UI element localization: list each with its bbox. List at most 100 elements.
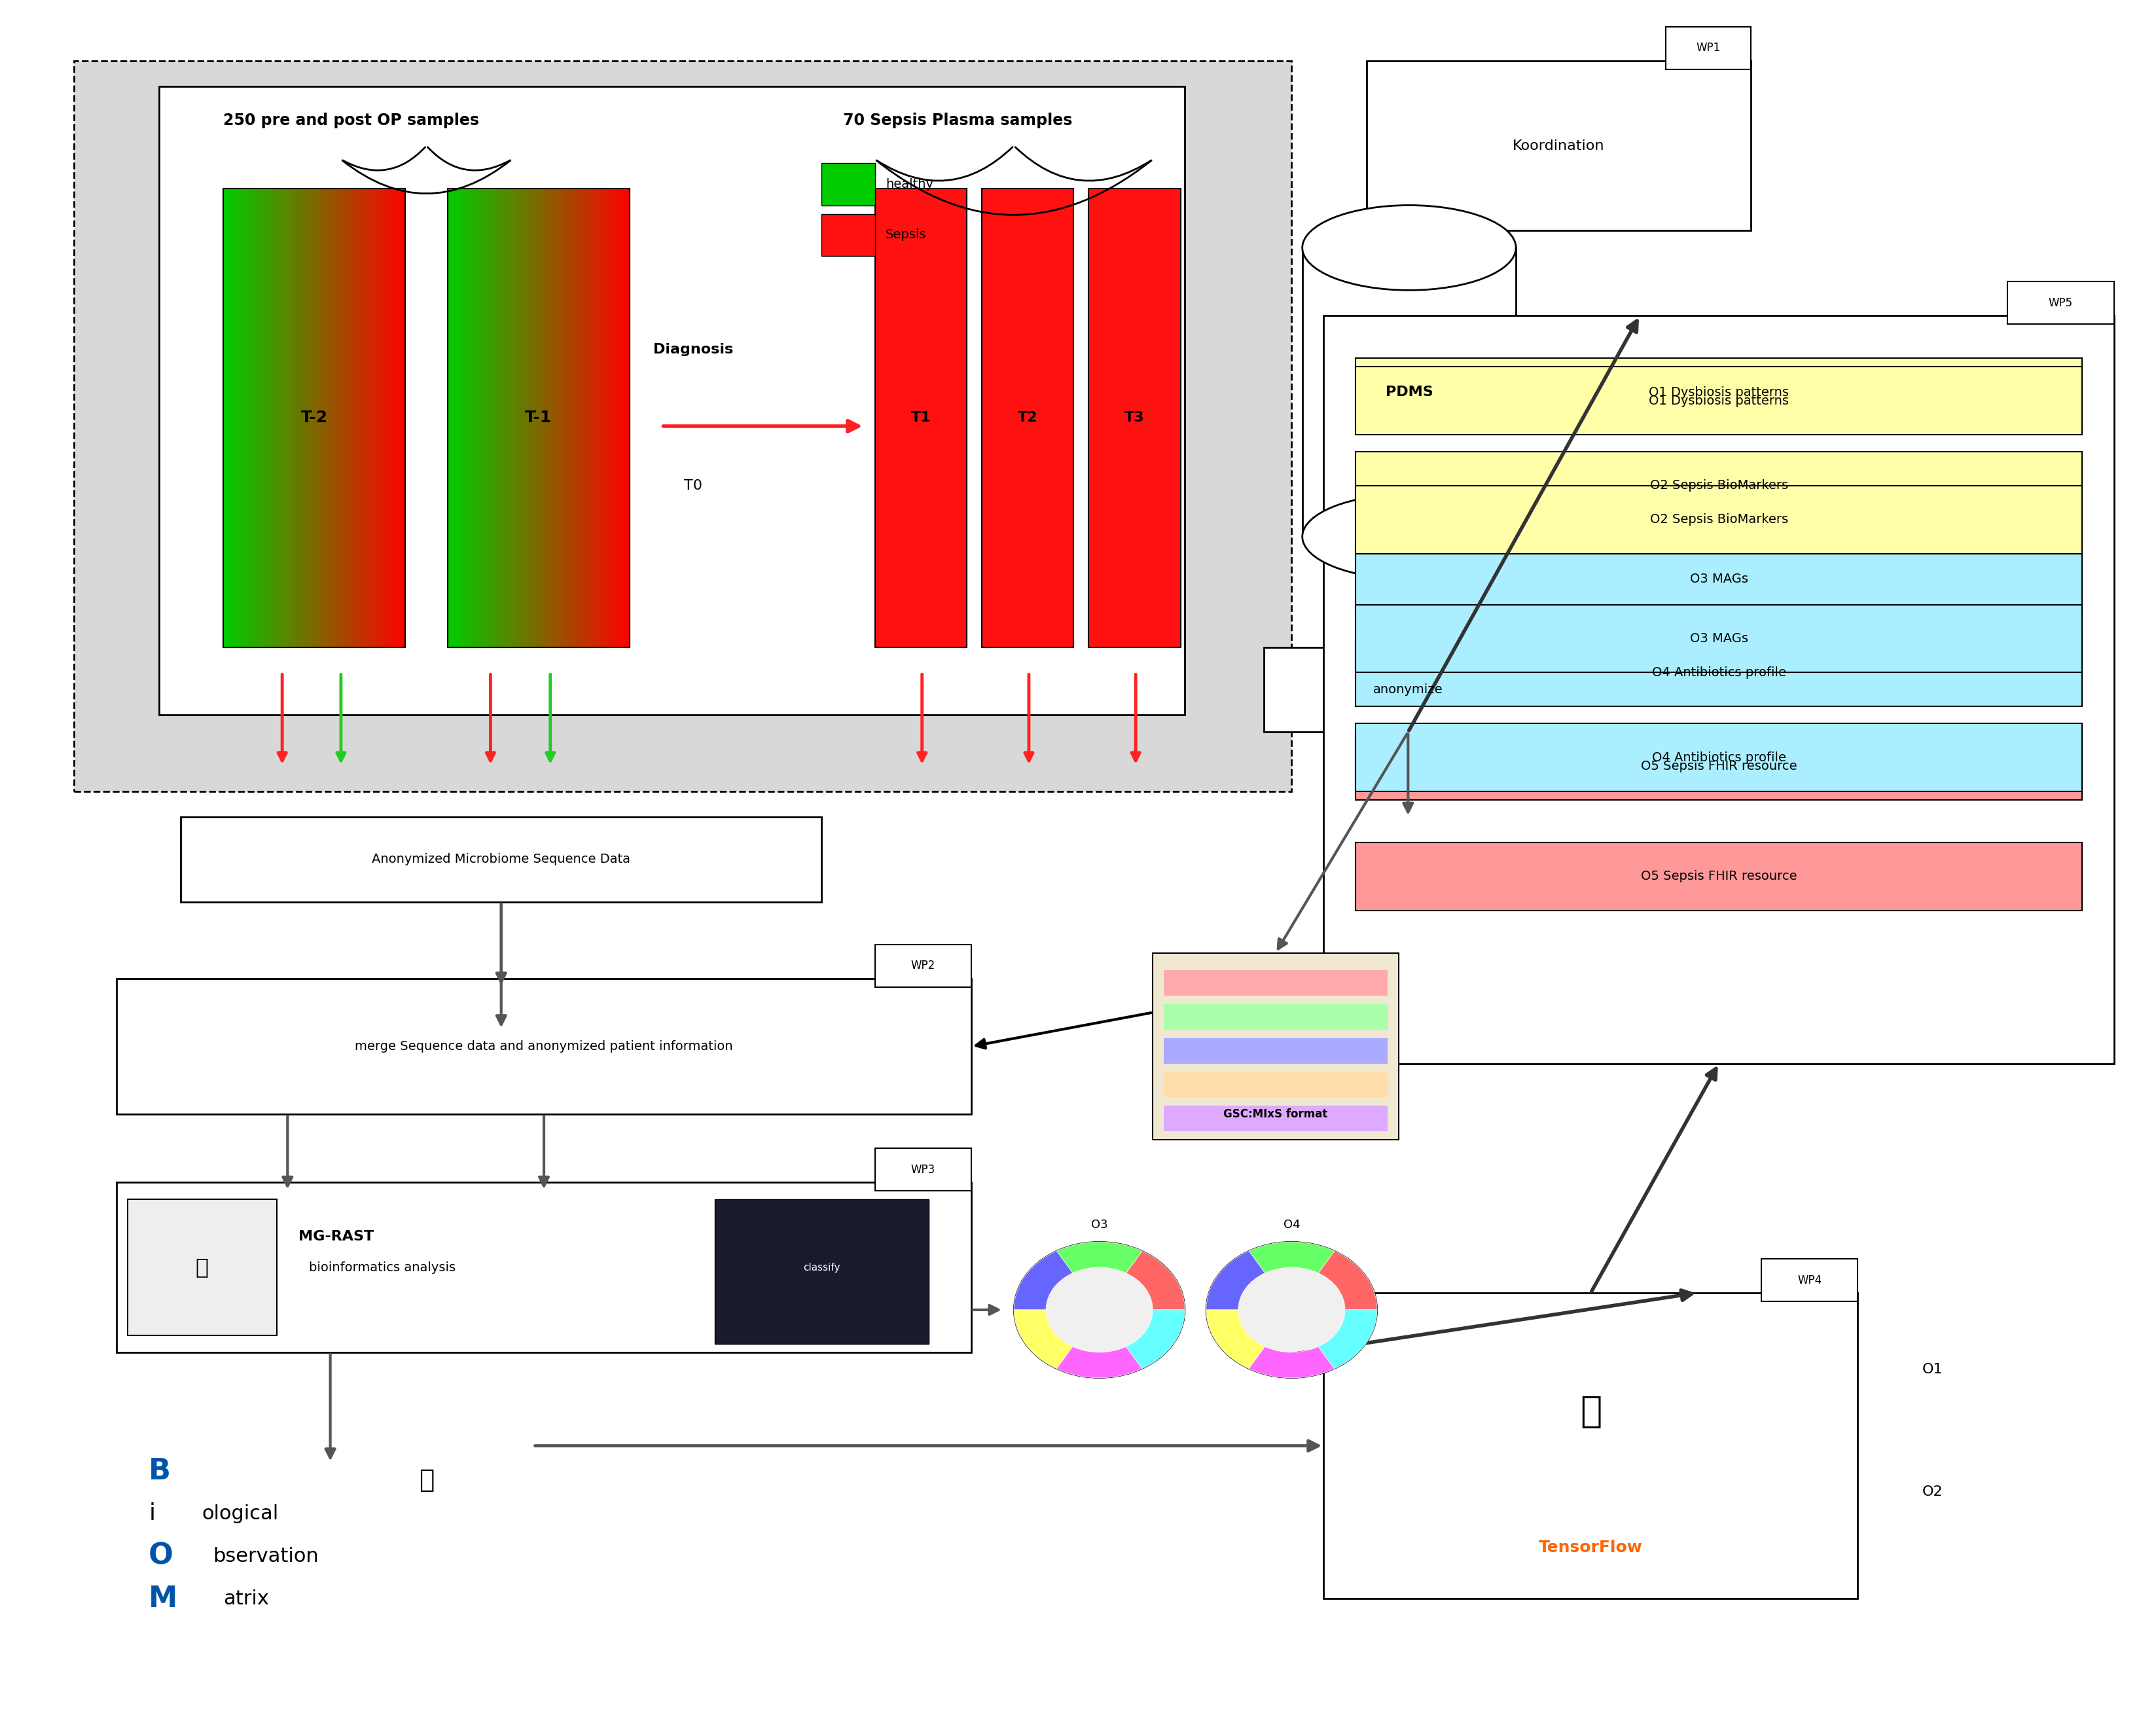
Text: WP3: WP3	[912, 1164, 936, 1176]
Text: merge Sequence data and anonymized patient information: merge Sequence data and anonymized patie…	[356, 1040, 733, 1052]
Bar	[1263, 646, 1552, 732]
Text: M: M	[149, 1585, 177, 1612]
Circle shape	[1205, 1241, 1378, 1379]
Text: Anonymized Microbiome Sequence Data: Anonymized Microbiome Sequence Data	[373, 853, 630, 866]
Text: B: B	[149, 1458, 170, 1485]
Text: 70 Sepsis Plasma samples: 70 Sepsis Plasma samples	[843, 112, 1072, 129]
Wedge shape	[1125, 1251, 1186, 1310]
Bar	[224, 189, 405, 646]
Bar	[116, 978, 970, 1114]
Text: T-1: T-1	[526, 409, 552, 426]
Bar	[821, 163, 875, 205]
Text: MG-RAST: MG-RAST	[298, 1231, 373, 1243]
Text: WP4: WP4	[1798, 1274, 1822, 1286]
Text: O: O	[149, 1542, 172, 1571]
Wedge shape	[1125, 1310, 1186, 1368]
Bar	[1356, 545, 2083, 614]
Text: O2 Sepsis BioMarkers: O2 Sepsis BioMarkers	[1649, 480, 1787, 492]
Text: O2 Sepsis BioMarkers: O2 Sepsis BioMarkers	[1649, 514, 1787, 526]
Bar	[1356, 605, 2083, 672]
Wedge shape	[1013, 1251, 1074, 1310]
Bar	[1164, 1105, 1388, 1131]
Text: O3 MAGs: O3 MAGs	[1690, 633, 1749, 645]
Wedge shape	[1056, 1346, 1143, 1379]
Text: Diagnosis: Diagnosis	[653, 344, 733, 356]
Bar	[1164, 1038, 1388, 1064]
Text: T2: T2	[1018, 411, 1037, 425]
Text: T1: T1	[912, 411, 931, 425]
Text: O1 Dysbiosis patterns: O1 Dysbiosis patterns	[1649, 394, 1789, 407]
Text: O4: O4	[1283, 1219, 1300, 1231]
Text: O2: O2	[1921, 1485, 1943, 1499]
Bar	[1356, 452, 2083, 519]
Wedge shape	[1248, 1346, 1335, 1379]
Text: O3 MAGs: O3 MAGs	[1690, 572, 1749, 586]
Text: anonymize: anonymize	[1373, 684, 1442, 696]
Bar	[1302, 248, 1516, 536]
Text: WP5: WP5	[2048, 297, 2072, 309]
Text: T0: T0	[683, 480, 703, 492]
Wedge shape	[1013, 1310, 1074, 1368]
Bar	[1164, 1073, 1388, 1097]
Text: classify: classify	[804, 1262, 841, 1272]
Text: O5 Sepsis FHIR resource: O5 Sepsis FHIR resource	[1641, 870, 1796, 884]
Bar	[1356, 638, 2083, 707]
Bar	[875, 944, 970, 987]
Wedge shape	[1317, 1310, 1378, 1368]
Bar	[875, 1148, 970, 1191]
Bar	[1356, 724, 2083, 791]
Text: atrix: atrix	[224, 1590, 270, 1609]
Bar	[116, 1183, 970, 1353]
Bar	[1324, 316, 2115, 1064]
Text: bioinformatics analysis: bioinformatics analysis	[308, 1262, 455, 1274]
Bar	[127, 1200, 276, 1336]
Bar	[1356, 358, 2083, 426]
Bar	[1356, 732, 2083, 799]
Wedge shape	[1056, 1241, 1143, 1274]
Text: PDMS: PDMS	[1386, 385, 1434, 399]
Bar	[821, 213, 875, 256]
Text: T-2: T-2	[302, 409, 328, 426]
Circle shape	[1013, 1241, 1186, 1379]
Text: O5 Sepsis FHIR resource: O5 Sepsis FHIR resource	[1641, 760, 1796, 772]
Text: i: i	[149, 1502, 155, 1525]
Text: 🔍: 🔍	[196, 1257, 209, 1279]
Text: TensorFlow: TensorFlow	[1539, 1540, 1643, 1556]
Text: 250 pre and post OP samples: 250 pre and post OP samples	[224, 112, 479, 129]
Wedge shape	[1248, 1241, 1335, 1274]
Bar	[73, 60, 1291, 791]
Bar	[1356, 486, 2083, 554]
Text: O4 Antibiotics profile: O4 Antibiotics profile	[1651, 667, 1785, 679]
Ellipse shape	[1302, 493, 1516, 579]
Bar	[2007, 282, 2115, 325]
Text: Sepsis: Sepsis	[886, 229, 927, 241]
Text: Koordination: Koordination	[1514, 139, 1604, 153]
Bar	[981, 189, 1074, 646]
Text: WP2: WP2	[912, 959, 936, 971]
Text: O4 Antibiotics profile: O4 Antibiotics profile	[1651, 751, 1785, 763]
Text: O1: O1	[1921, 1363, 1943, 1375]
Bar	[1664, 28, 1751, 69]
Bar	[1761, 1258, 1858, 1301]
Bar	[448, 189, 630, 646]
Bar	[1153, 952, 1399, 1140]
Bar	[875, 189, 966, 646]
Text: O3: O3	[1091, 1219, 1108, 1231]
Wedge shape	[1205, 1251, 1266, 1310]
Bar	[716, 1200, 929, 1344]
Wedge shape	[1205, 1310, 1266, 1368]
Text: T3: T3	[1125, 411, 1145, 425]
Wedge shape	[1317, 1251, 1378, 1310]
Text: WP1: WP1	[1697, 43, 1720, 53]
Bar	[1324, 1293, 1858, 1599]
Text: ological: ological	[203, 1504, 278, 1523]
Bar	[160, 86, 1186, 715]
Text: O1 Dysbiosis patterns: O1 Dysbiosis patterns	[1649, 387, 1789, 399]
Text: healthy: healthy	[886, 177, 934, 191]
Bar	[1164, 1004, 1388, 1030]
Bar	[1089, 189, 1181, 646]
Text: 🔶: 🔶	[1580, 1394, 1602, 1430]
Bar	[181, 817, 821, 902]
Text: GSC:MIxS format: GSC:MIxS format	[1222, 1109, 1328, 1121]
Bar	[1356, 366, 2083, 435]
